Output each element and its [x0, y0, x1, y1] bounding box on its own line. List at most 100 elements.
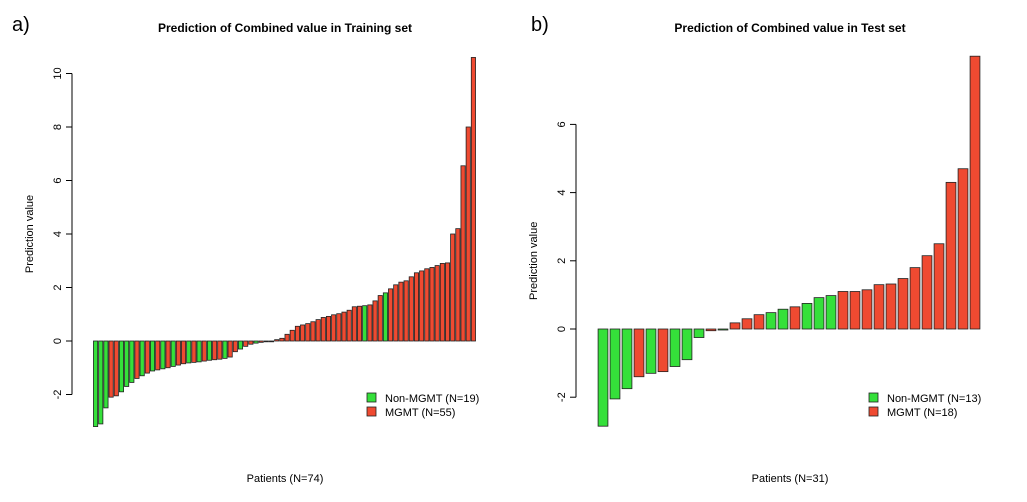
bar: [331, 314, 337, 342]
bar: [450, 233, 456, 342]
legend-label: Non-MGMT (N=19): [385, 393, 479, 405]
bar: [181, 340, 187, 365]
bar: [393, 284, 399, 342]
bar: [320, 317, 326, 342]
bar: [300, 324, 306, 342]
bar: [336, 313, 342, 342]
bar: [717, 328, 729, 331]
bar: [897, 278, 909, 330]
bar: [175, 340, 181, 366]
legend-label: MGMT (N=18): [887, 407, 957, 419]
panel-label-a: a): [12, 14, 30, 36]
x-axis-label: Patients (N=31): [752, 473, 829, 485]
bar: [196, 340, 202, 363]
bar: [777, 308, 789, 330]
y-tick-label: -2: [556, 392, 568, 402]
bar: [729, 322, 741, 330]
bar: [705, 328, 717, 332]
bar: [165, 340, 171, 369]
bar: [609, 328, 621, 400]
panel-label-b: b): [531, 14, 549, 36]
bar: [258, 340, 264, 343]
bar: [357, 305, 363, 342]
y-tick-label: 6: [556, 121, 568, 127]
bar: [263, 340, 269, 343]
chart-0: Prediction of Combined value in Training…: [24, 21, 479, 485]
bar: [873, 284, 885, 330]
bar: [170, 340, 176, 367]
bar: [801, 303, 813, 330]
y-tick-label: -2: [52, 390, 64, 400]
bar: [434, 265, 440, 342]
bar: [945, 181, 957, 330]
bar: [645, 328, 657, 374]
bar: [269, 340, 275, 343]
bar: [289, 329, 295, 342]
bar: [885, 283, 897, 330]
bar: [957, 168, 969, 330]
bar: [248, 340, 254, 345]
y-tick-label: 4: [52, 231, 64, 237]
bar: [681, 328, 693, 361]
bar: [149, 340, 156, 372]
bar: [134, 340, 140, 379]
bar: [633, 328, 645, 378]
bar: [305, 323, 311, 342]
bar: [129, 340, 135, 383]
y-tick-label: 0: [556, 326, 568, 332]
bar: [398, 281, 404, 342]
chart-title: Prediction of Combined value in Training…: [158, 21, 412, 35]
y-tick-label: 4: [556, 190, 568, 196]
bar: [753, 314, 765, 330]
bar: [103, 340, 109, 409]
bar: [217, 340, 223, 360]
y-tick-label: 10: [52, 67, 64, 79]
bar: [419, 270, 425, 342]
bar: [274, 339, 280, 342]
bar: [377, 295, 383, 342]
bar: [455, 228, 461, 342]
bar: [372, 300, 378, 342]
bar: [362, 305, 368, 342]
legend-label: Non-MGMT (N=13): [887, 393, 981, 405]
bar: [621, 328, 633, 390]
x-axis-label: Patients (N=74): [247, 473, 324, 485]
bar: [325, 315, 332, 342]
bar: [837, 291, 849, 330]
bar: [382, 292, 388, 342]
bar: [227, 340, 233, 358]
legend-label: MGMT (N=55): [385, 407, 455, 419]
bar: [813, 297, 825, 330]
bar: [232, 340, 238, 353]
y-tick-label: 6: [52, 177, 64, 183]
bar: [429, 267, 435, 342]
bar: [93, 340, 99, 427]
bar: [118, 340, 124, 393]
bar: [445, 262, 451, 342]
bar: [439, 263, 445, 342]
bar: [765, 312, 777, 330]
bar: [921, 255, 933, 330]
bar: [155, 340, 161, 371]
bar: [849, 291, 861, 330]
bar: [113, 340, 119, 397]
bar: [206, 340, 212, 361]
bar: [341, 311, 347, 342]
bar: [160, 340, 166, 370]
bar: [933, 243, 945, 330]
bar: [669, 328, 681, 367]
y-tick-label: 8: [52, 124, 64, 130]
y-axis-label: Prediction value: [528, 222, 540, 300]
legend-swatch: [366, 406, 377, 417]
bar: [212, 340, 218, 361]
bar: [186, 340, 192, 364]
bar: [424, 268, 430, 342]
chart-title: Prediction of Combined value in Test set: [674, 21, 905, 35]
bar: [741, 318, 753, 330]
bar: [279, 337, 285, 342]
bar: [310, 321, 316, 342]
bar: [237, 340, 244, 350]
bar: [470, 57, 476, 342]
bar: [909, 267, 921, 330]
